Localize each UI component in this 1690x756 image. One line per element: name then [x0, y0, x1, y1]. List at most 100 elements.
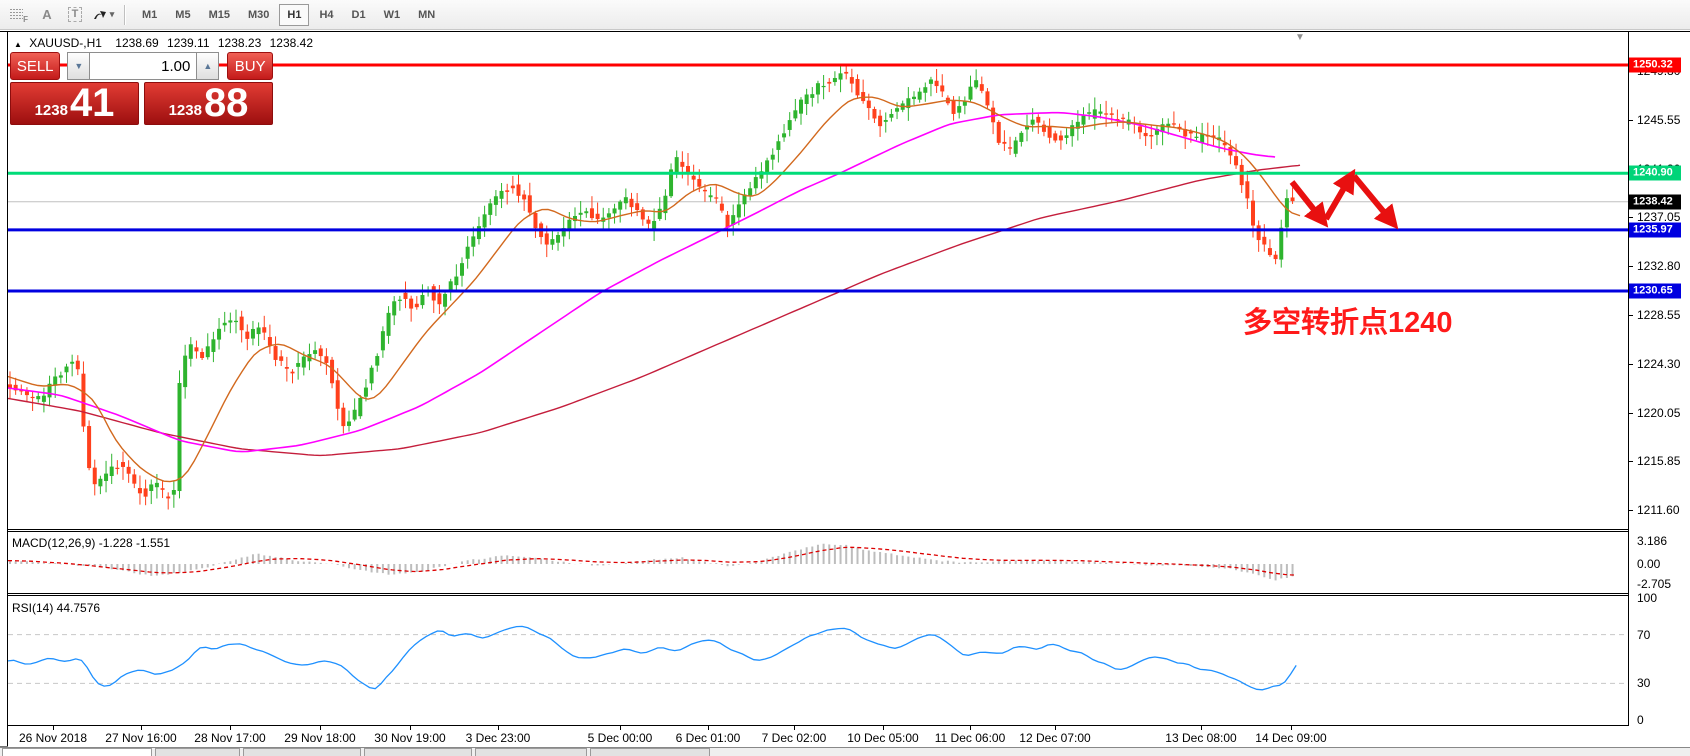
time-tick-label: 30 Nov 19:00 — [374, 731, 446, 745]
toolbar: F A T ▾ M1 M5 M15 M30 H1 H4 D1 W1 MN — [0, 0, 1690, 30]
time-tick-label: 28 Nov 17:00 — [194, 731, 266, 745]
time-tick-label: 27 Nov 16:00 — [105, 731, 177, 745]
macd-tick-label: 0.00 — [1637, 557, 1661, 571]
macd-tick-label: -2.705 — [1637, 576, 1672, 591]
time-tick-mark — [708, 726, 709, 730]
time-tick-mark — [410, 726, 411, 730]
buy-price-pips: 88 — [203, 81, 249, 125]
indicator-list-icon: F — [10, 8, 28, 24]
price-tick-mark — [1629, 363, 1633, 365]
main-chart-canvas[interactable] — [8, 32, 1628, 529]
timeframe-button-m1[interactable]: M1 — [142, 8, 158, 21]
price-badge-1250.32: 1250.32 — [1629, 57, 1681, 73]
volume-increase-button[interactable]: ▲ — [196, 52, 220, 80]
ma-slow-crimson — [8, 164, 1301, 457]
time-tick-mark — [883, 726, 884, 730]
timeframe-button-d1[interactable]: D1 — [351, 8, 366, 21]
time-tick-mark — [970, 726, 971, 730]
separator-line — [8, 725, 1690, 726]
ohlc-low: 1238.23 — [217, 36, 262, 50]
window-left-border — [7, 31, 8, 756]
time-tick-mark — [620, 726, 621, 730]
rsi-tick-label: 70 — [1637, 627, 1651, 642]
timeframe-button-w1[interactable]: W1 — [383, 8, 401, 21]
symbol-expand-icon[interactable]: ▲ — [14, 40, 22, 49]
price-tick-mark — [1629, 217, 1633, 219]
time-tick-label: 11 Dec 06:00 — [934, 731, 1006, 745]
ohlc-open: 1238.69 — [115, 36, 159, 50]
macd-signal-line — [8, 546, 1297, 576]
arrows-tool-icon[interactable]: ▾ — [90, 3, 116, 27]
timeframe-button-m15[interactable]: M15 — [208, 8, 230, 21]
rsi-tick-label: 30 — [1637, 676, 1651, 691]
chart-tab-3[interactable] — [243, 748, 361, 756]
volume-input[interactable] — [90, 52, 197, 80]
font-tool-icon[interactable]: A — [34, 3, 60, 27]
separator-line[interactable] — [8, 593, 1690, 594]
sell-price-big-figure: 1238 — [34, 102, 68, 119]
separator-line[interactable] — [8, 531, 1690, 532]
chevron-down-icon: ▾ — [109, 9, 115, 19]
time-tick-mark — [1201, 726, 1202, 730]
price-badge-1235.97: 1235.97 — [1629, 222, 1681, 238]
separator-line[interactable] — [8, 529, 1690, 530]
rsi-panel-canvas[interactable] — [8, 596, 1628, 725]
time-tick-label: 10 Dec 05:00 — [847, 731, 919, 745]
rsi-line — [8, 625, 1297, 691]
indicator-list-icon[interactable]: F — [6, 3, 32, 27]
chart-tab-5[interactable] — [475, 748, 587, 756]
price-tick-mark — [1629, 509, 1633, 511]
time-tick-mark — [1055, 726, 1056, 730]
sell-price-display[interactable]: 1238 41 — [10, 82, 139, 125]
chart-tab-4[interactable] — [364, 748, 472, 756]
time-tick-mark — [794, 726, 795, 730]
rsi-label: RSI(14) 44.7576 — [12, 601, 101, 615]
price-tick-mark — [1629, 266, 1633, 268]
price-tick-label: 1232.80 — [1637, 259, 1681, 274]
window-top-border — [0, 31, 1690, 32]
price-tick-mark — [1629, 412, 1633, 414]
chart-tab-6[interactable] — [590, 748, 710, 756]
timeframe-button-mn[interactable]: MN — [418, 8, 436, 21]
timeframe-button-h1[interactable]: H1 — [279, 3, 310, 26]
macd-panel-canvas[interactable] — [8, 532, 1628, 592]
sell-price-pips: 41 — [69, 81, 115, 125]
ohlc-high: 1239.11 — [167, 36, 210, 50]
price-badge-1238.42: 1238.42 — [1629, 194, 1681, 210]
price-axis[interactable]: 1249.801245.551241.301237.051232.801228.… — [1629, 32, 1690, 746]
separator-line[interactable] — [8, 595, 1690, 596]
chart-tab-1[interactable] — [2, 748, 152, 756]
chart-title: ▲ XAUUSD-,H1 1238.69 1239.11 1238.23 123… — [14, 36, 318, 50]
chart-shift-marker-icon[interactable]: ▼ — [1295, 32, 1305, 43]
time-tick-label: 13 Dec 08:00 — [1165, 731, 1237, 745]
buy-price-display[interactable]: 1238 88 — [144, 82, 273, 125]
price-axis-border — [1628, 32, 1629, 725]
price-tick-label: 1245.55 — [1637, 112, 1681, 127]
macd-histogram — [9, 543, 1294, 581]
timeframe-button-h4[interactable]: H4 — [319, 8, 334, 21]
price-tick-label: 1220.05 — [1637, 405, 1681, 420]
ohlc-close: 1238.42 — [269, 36, 313, 50]
sell-button[interactable]: SELL — [10, 52, 61, 80]
volume-decrease-button[interactable]: ▼ — [67, 52, 91, 80]
buy-button[interactable]: BUY — [227, 52, 273, 80]
timeframe-button-m5[interactable]: M5 — [175, 8, 191, 21]
price-tick-mark — [1629, 119, 1633, 121]
volume-stepper: ▼ ▲ — [67, 52, 220, 80]
timeframe-button-m30[interactable]: M30 — [247, 8, 270, 21]
time-tick-label: 29 Nov 18:00 — [284, 731, 356, 745]
price-tick-label: 1224.30 — [1637, 356, 1681, 371]
time-axis[interactable]: 26 Nov 2018 27 Nov 16:00 28 Nov 17:00 29 No… — [8, 726, 1690, 747]
price-tick-label: 1237.05 — [1637, 210, 1681, 225]
chart-tab-2[interactable] — [155, 748, 240, 756]
ma-mid-magenta — [8, 111, 1276, 453]
time-tick-mark — [1291, 726, 1292, 730]
text-label-tool-icon[interactable]: T — [62, 3, 88, 27]
toolbar-separator — [124, 4, 126, 25]
price-badge-1230.65: 1230.65 — [1629, 283, 1681, 299]
macd-tick-label: 3.186 — [1637, 533, 1668, 548]
price-tick-label: 1215.85 — [1637, 453, 1681, 468]
rsi-tick-label: 0 — [1637, 713, 1644, 727]
analysis-annotation: 多空转折点1240 — [1243, 307, 1453, 339]
chart-tab-bar — [0, 747, 1690, 756]
